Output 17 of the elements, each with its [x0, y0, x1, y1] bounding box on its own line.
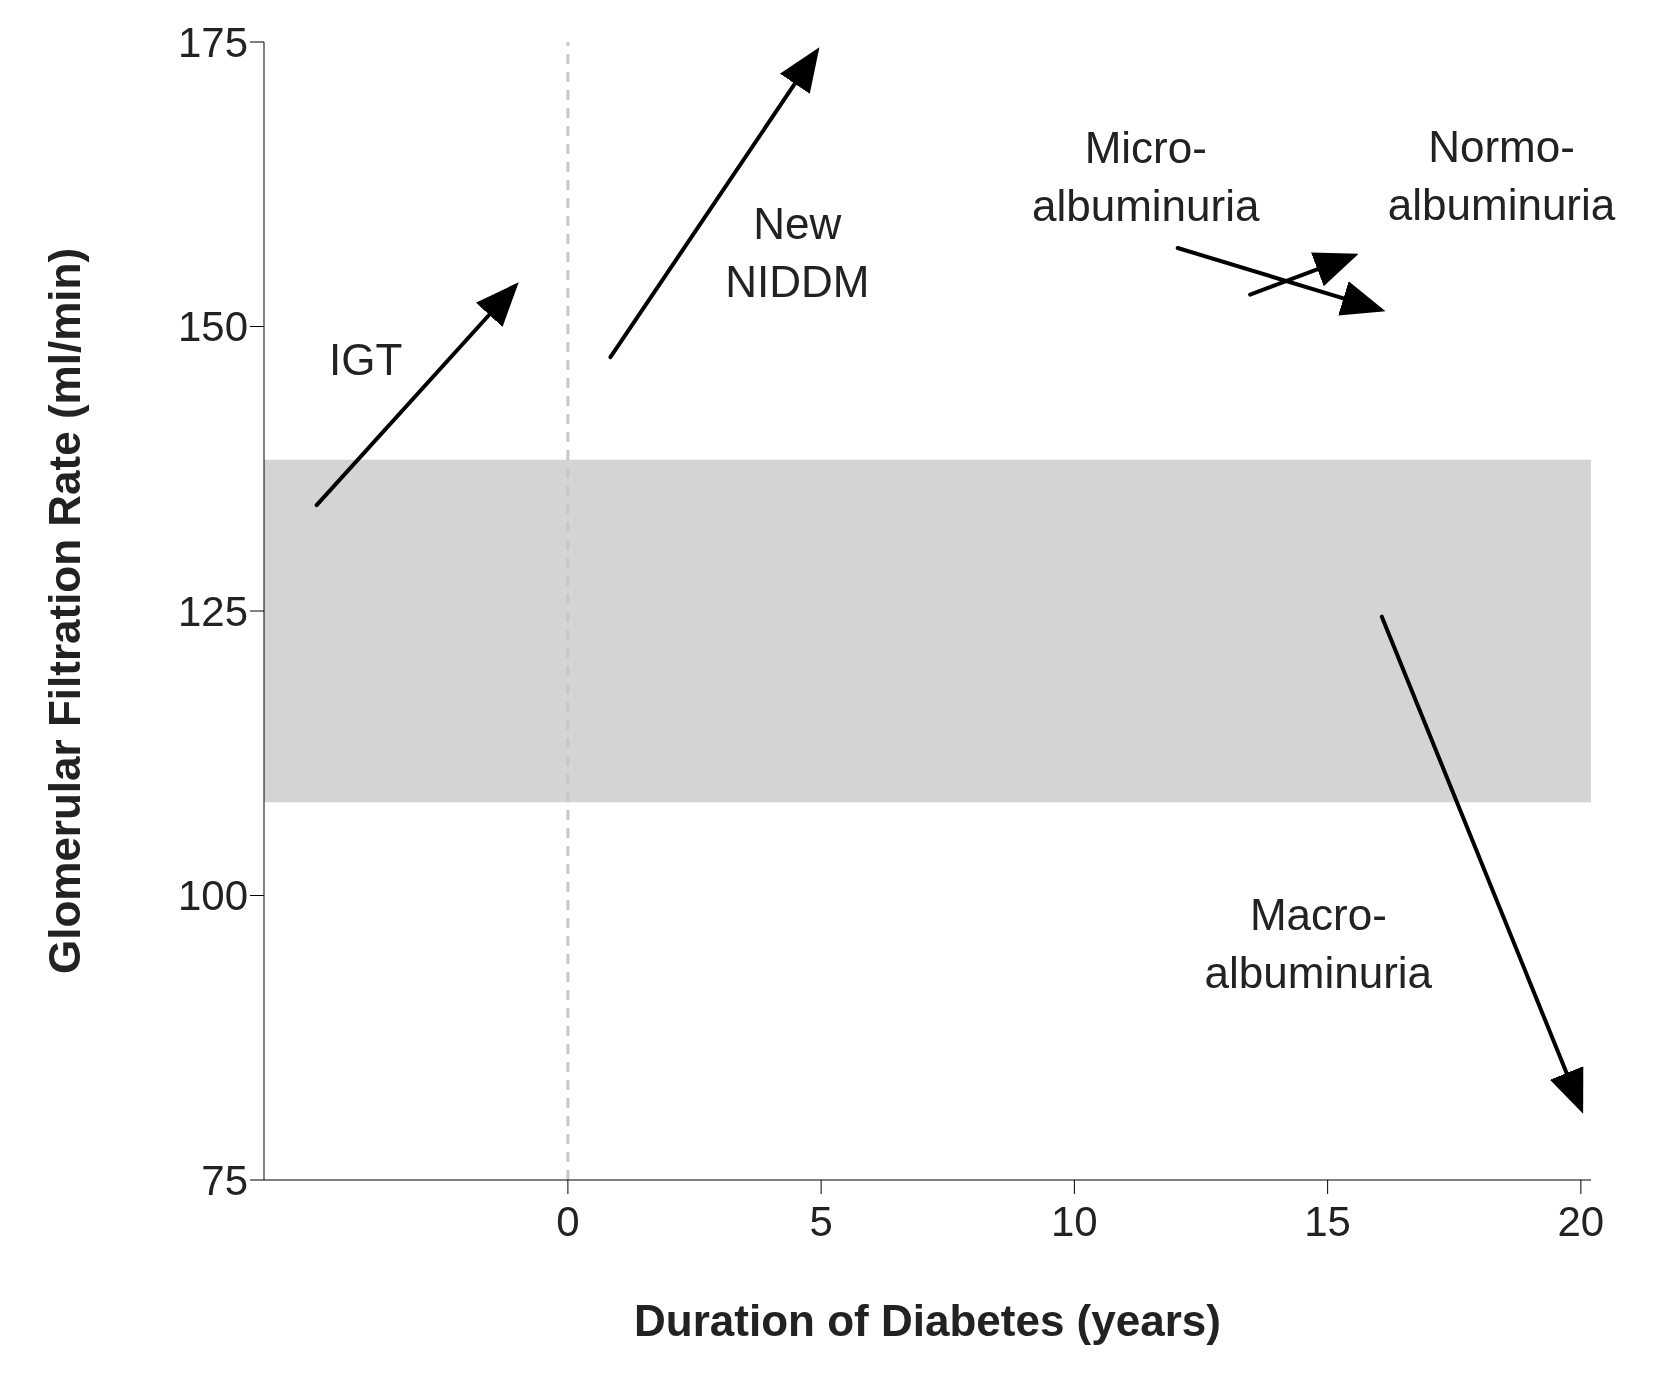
x-tick-label: 10 [1051, 1197, 1098, 1245]
y-tick-label: 75 [201, 1156, 248, 1204]
y-tick-label: 150 [177, 303, 248, 351]
series-label: Macro- albuminuria [1204, 890, 1433, 998]
series-label: IGT [329, 334, 403, 384]
x-tick-label: 15 [1304, 1197, 1351, 1245]
y-axis-title: Glomerular Filtration Rate (ml/min) [40, 247, 89, 975]
series-label: Normo- albuminuria [1387, 122, 1616, 230]
x-tick-label: 5 [809, 1197, 833, 1245]
x-tick-label: 0 [556, 1197, 580, 1245]
series-label: New NIDDM [725, 198, 870, 306]
x-tick-label: 20 [1557, 1197, 1605, 1245]
x-axis-title: Duration of Diabetes (years) [634, 1296, 1221, 1345]
y-tick-label: 100 [177, 872, 248, 920]
series-label: Micro- albuminuria [1032, 122, 1260, 230]
y-tick-label: 125 [177, 587, 248, 635]
y-tick-label: 175 [177, 18, 248, 66]
